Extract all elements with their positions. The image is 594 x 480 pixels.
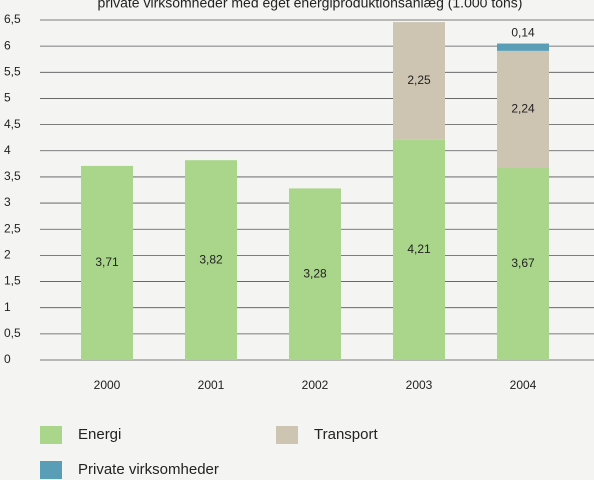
legend-swatch bbox=[276, 426, 298, 444]
bar-segment bbox=[497, 50, 549, 169]
legend-swatch bbox=[40, 461, 62, 479]
value-label: 3,82 bbox=[199, 252, 223, 266]
value-label: 3,71 bbox=[95, 255, 119, 269]
bar-segment bbox=[81, 165, 133, 360]
value-label: 3,28 bbox=[303, 266, 327, 280]
bar-segment bbox=[393, 22, 445, 140]
chart-title: private virksomheder med eget energiprod… bbox=[98, 0, 523, 11]
bar-segment bbox=[289, 188, 341, 360]
bar-segment bbox=[185, 160, 237, 360]
bar-segment bbox=[497, 168, 549, 360]
x-tick-label: 2004 bbox=[510, 378, 537, 392]
legend-label: Transport bbox=[314, 426, 378, 443]
x-tick-label: 2002 bbox=[302, 378, 329, 392]
value-label: 2,24 bbox=[511, 102, 535, 116]
y-tick-label: 4,5 bbox=[4, 117, 21, 131]
y-tick-label: 1,5 bbox=[4, 274, 21, 288]
value-label: 4,21 bbox=[407, 242, 431, 256]
y-tick-label: 2 bbox=[4, 248, 11, 262]
y-tick-label: 1 bbox=[4, 300, 11, 314]
value-label: 0,14 bbox=[511, 26, 535, 40]
legend-label: Energi bbox=[78, 426, 121, 443]
bar-segment bbox=[393, 139, 445, 360]
y-tick-label: 3,5 bbox=[4, 169, 21, 183]
x-tick-label: 2003 bbox=[406, 378, 433, 392]
x-tick-label: 2001 bbox=[198, 378, 225, 392]
y-tick-label: 4 bbox=[4, 143, 11, 157]
legend-label: Private virksomheder bbox=[78, 461, 219, 478]
y-tick-label: 0 bbox=[4, 352, 11, 366]
legend-swatch bbox=[40, 426, 62, 444]
value-label: 3,67 bbox=[511, 256, 535, 270]
y-tick-label: 0,5 bbox=[4, 326, 21, 340]
y-tick-label: 6,5 bbox=[4, 12, 21, 26]
x-tick-label: 2000 bbox=[94, 378, 121, 392]
y-tick-label: 6 bbox=[4, 38, 11, 52]
y-tick-label: 5 bbox=[4, 91, 11, 105]
y-tick-label: 3 bbox=[4, 195, 11, 209]
value-label: 2,25 bbox=[407, 73, 431, 87]
y-tick-label: 2,5 bbox=[4, 221, 21, 235]
y-tick-label: 5,5 bbox=[4, 64, 21, 78]
bar-segment bbox=[497, 43, 549, 51]
